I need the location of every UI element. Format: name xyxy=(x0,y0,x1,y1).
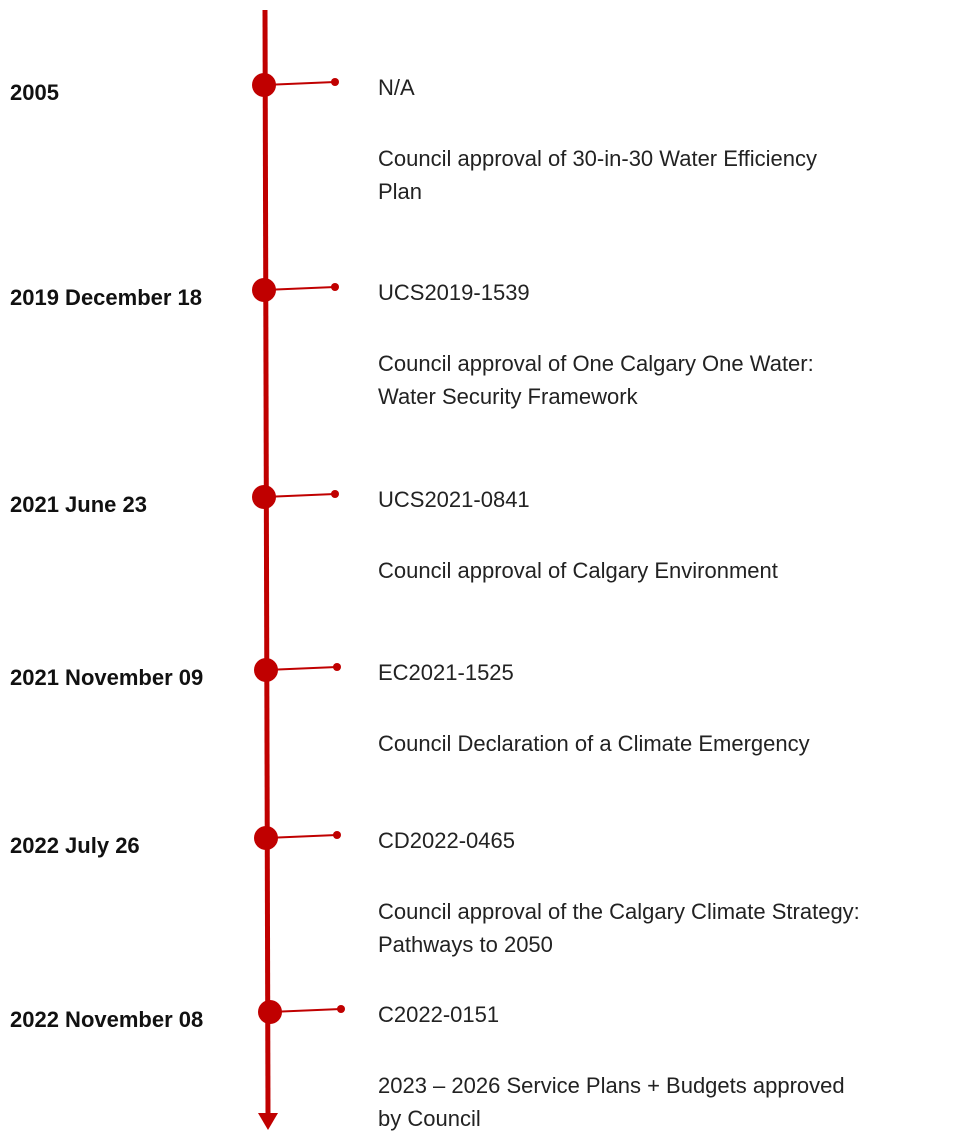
event-description: by Council xyxy=(378,1106,481,1131)
event-description: Plan xyxy=(378,179,423,204)
event-date: 2022 November 08 xyxy=(10,1007,204,1032)
connector-end xyxy=(331,283,339,291)
event-date: 2019 December 18 xyxy=(10,285,203,310)
event-description: Council approval of 30-in-30 Water Effic… xyxy=(378,146,817,171)
event-description: 2023 – 2026 Service Plans + Budgets appr… xyxy=(378,1073,845,1098)
event-reference: C2022-0151 xyxy=(378,1002,500,1027)
connector-end xyxy=(337,1005,345,1013)
event-dot xyxy=(252,278,276,302)
connector-end xyxy=(333,663,341,671)
connector-end xyxy=(331,490,339,498)
event-dot xyxy=(252,73,276,97)
event-description: Council Declaration of a Climate Emergen… xyxy=(378,731,810,756)
timeline-arrow xyxy=(258,1113,278,1130)
event-dot xyxy=(258,1000,282,1024)
event-description: Council approval of One Calgary One Wate… xyxy=(378,351,814,376)
event-date: 2005 xyxy=(10,80,59,105)
event-date: 2021 June 23 xyxy=(10,492,147,517)
event-description: Council approval of the Calgary Climate … xyxy=(378,899,860,924)
event-reference: EC2021-1525 xyxy=(378,660,514,685)
event-dot xyxy=(254,826,278,850)
event-description: Council approval of Calgary Environment xyxy=(378,558,778,583)
event-date: 2021 November 09 xyxy=(10,665,204,690)
event-reference: CD2022-0465 xyxy=(378,828,515,853)
event-dot xyxy=(254,658,278,682)
event-dot xyxy=(252,485,276,509)
event-reference: UCS2021-0841 xyxy=(378,487,530,512)
connector-end xyxy=(333,831,341,839)
event-date: 2022 July 26 xyxy=(10,833,140,858)
event-description: Water Security Framework xyxy=(378,384,638,409)
timeline-axis xyxy=(262,9,271,1116)
event-reference: N/A xyxy=(378,75,415,100)
event-description: Pathways to 2050 xyxy=(378,932,553,957)
event-reference: UCS2019-1539 xyxy=(378,280,530,305)
connector-end xyxy=(331,78,339,86)
